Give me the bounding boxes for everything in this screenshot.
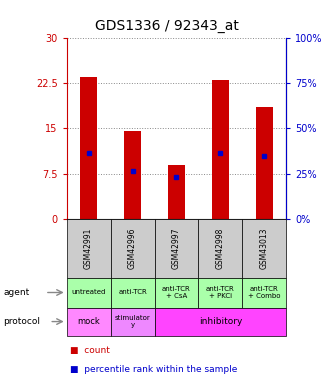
Text: ■  count: ■ count: [70, 346, 110, 355]
Bar: [212, 80, 229, 219]
Text: GSM42991: GSM42991: [84, 228, 93, 269]
Text: mock: mock: [77, 317, 100, 326]
Text: anti-TCR
+ PKCi: anti-TCR + PKCi: [206, 286, 235, 299]
Text: anti-TCR: anti-TCR: [118, 290, 147, 296]
Text: GSM42997: GSM42997: [172, 228, 181, 269]
Text: untreated: untreated: [71, 290, 106, 296]
Text: anti-TCR
+ CsA: anti-TCR + CsA: [162, 286, 191, 299]
Text: GSM42998: GSM42998: [216, 228, 225, 269]
Text: GDS1336 / 92343_at: GDS1336 / 92343_at: [95, 19, 238, 33]
Text: GSM42996: GSM42996: [128, 228, 137, 269]
Text: anti-TCR
+ Combo: anti-TCR + Combo: [248, 286, 281, 299]
Text: ■  percentile rank within the sample: ■ percentile rank within the sample: [70, 365, 237, 374]
Bar: [168, 165, 185, 219]
Text: agent: agent: [3, 288, 30, 297]
Text: inhibitory: inhibitory: [199, 317, 242, 326]
Text: GSM43013: GSM43013: [260, 228, 269, 269]
Bar: [80, 77, 97, 219]
Bar: [124, 132, 141, 219]
Text: protocol: protocol: [3, 317, 40, 326]
Text: stimulator
y: stimulator y: [115, 315, 151, 328]
Bar: [256, 107, 273, 219]
